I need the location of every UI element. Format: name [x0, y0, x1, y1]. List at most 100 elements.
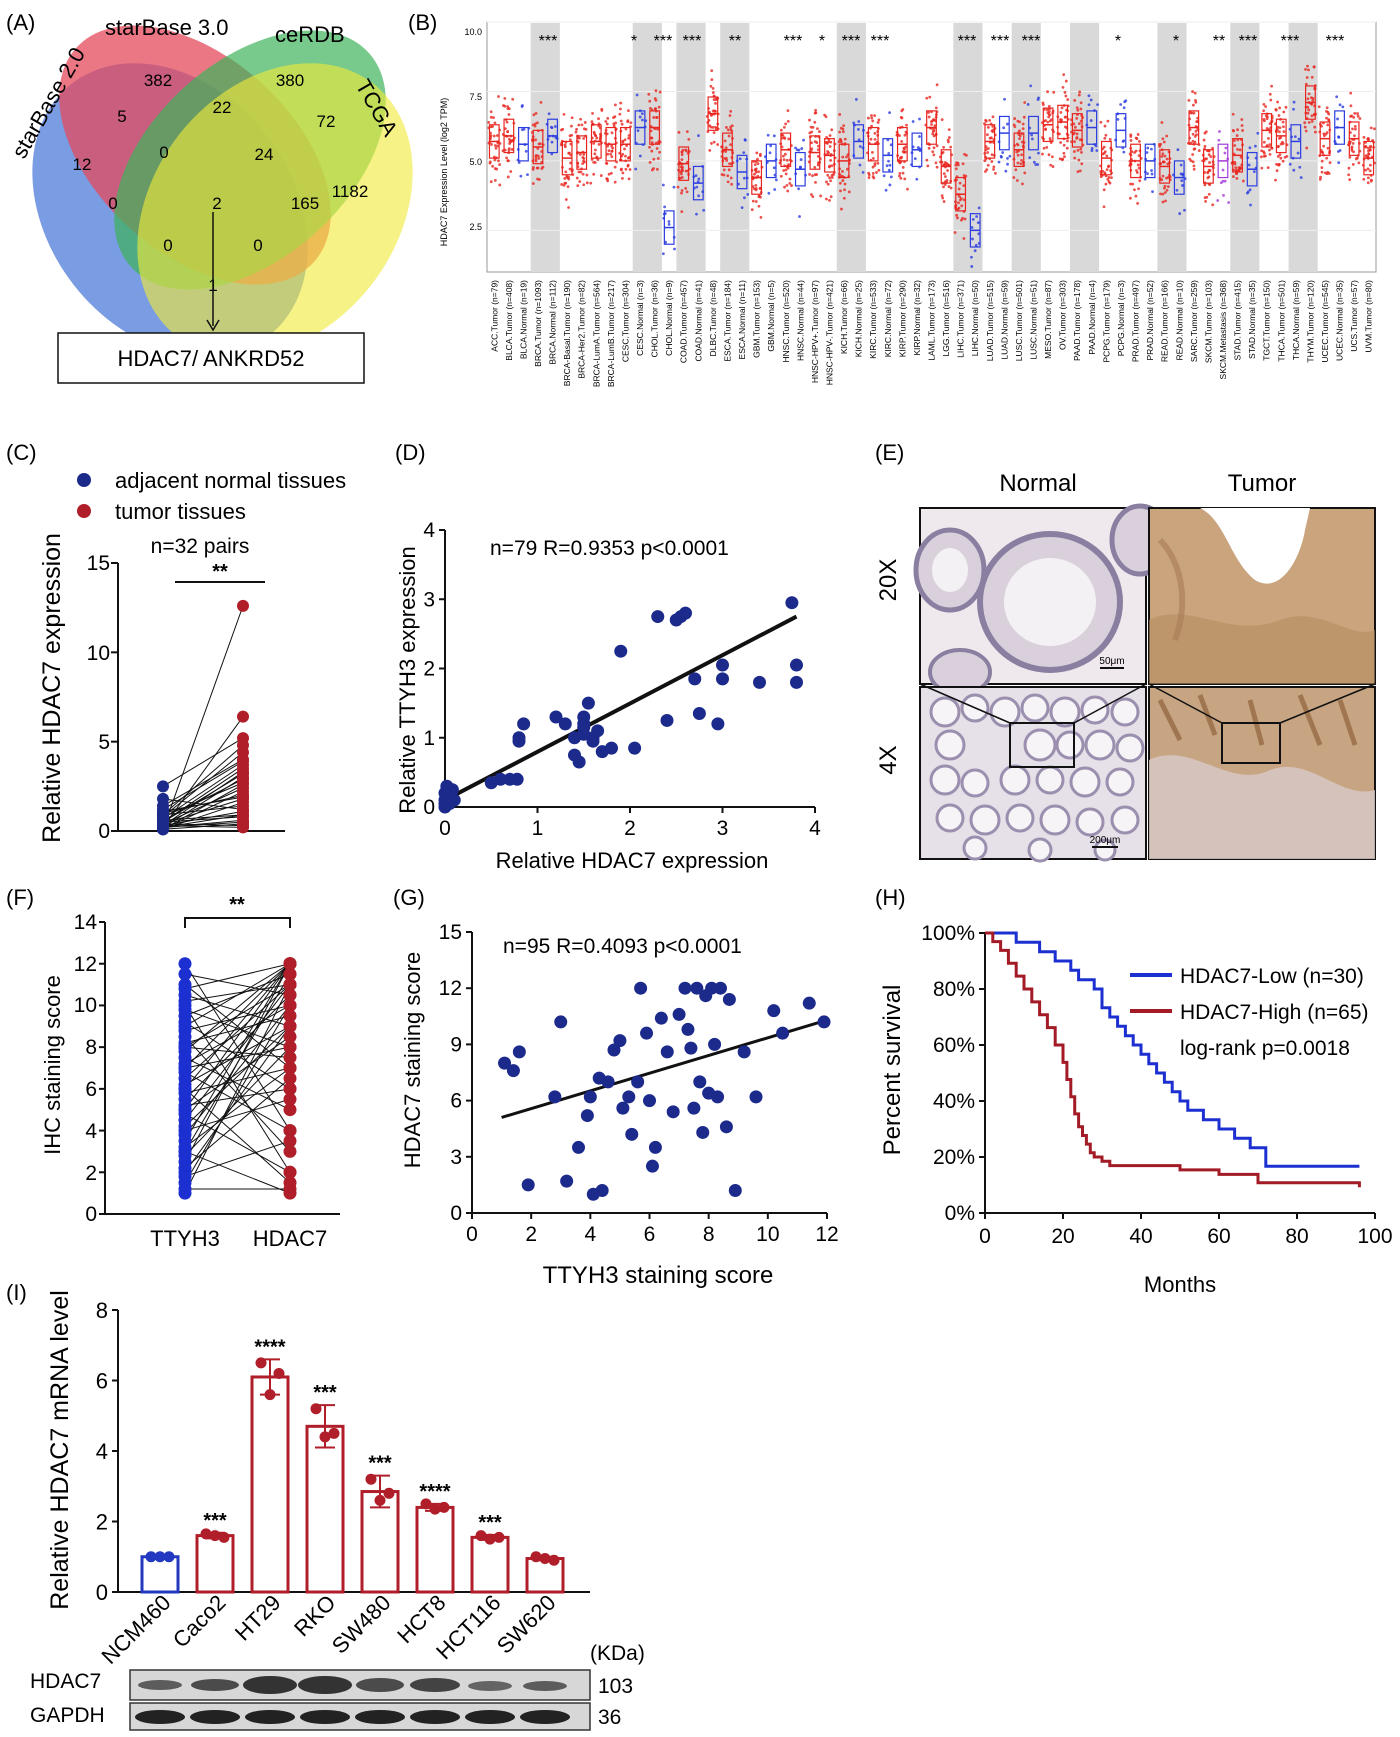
venn-result-text: HDAC7/ ANKRD52: [117, 346, 304, 371]
blot-label-hdac7: HDAC7: [30, 1670, 101, 1693]
b-point: [1351, 142, 1355, 145]
b-point: [722, 168, 726, 172]
b-point: [534, 111, 538, 115]
b-point: [1191, 153, 1195, 156]
f-ytick: 10: [74, 994, 97, 1017]
b-point: [1194, 129, 1198, 133]
b-point: [797, 148, 801, 152]
g-point: [548, 1090, 562, 1104]
b-point: [623, 138, 627, 142]
b-point: [1006, 162, 1009, 166]
b-point: [1310, 75, 1314, 79]
b-point: [1063, 91, 1067, 94]
b-point: [583, 121, 587, 124]
b-point: [695, 212, 698, 216]
b-point: [1217, 138, 1221, 142]
b-point: [711, 91, 715, 94]
d-point: [605, 741, 618, 755]
b-point: [553, 125, 557, 128]
b-point: [888, 111, 891, 115]
b-point: [1050, 118, 1053, 122]
b-point: [1050, 155, 1054, 159]
b-point: [624, 167, 628, 171]
c-point-tumor: [237, 599, 249, 612]
b-point: [697, 177, 701, 181]
b-point: [956, 161, 960, 165]
g-point: [719, 1120, 733, 1134]
b-point: [1203, 144, 1207, 148]
b-point: [1179, 163, 1183, 167]
b-point: [839, 174, 843, 178]
b-point: [986, 126, 990, 129]
b-point: [841, 170, 844, 173]
b-point: [647, 92, 651, 96]
i-category-label: Caco2: [168, 1590, 231, 1653]
b-point: [829, 179, 832, 183]
b-point: [1157, 143, 1161, 146]
b-point: [984, 170, 987, 173]
b-point: [816, 155, 820, 158]
b-point: [594, 134, 598, 138]
b-point: [911, 120, 915, 123]
c-legend-tumor: tumor tissues: [115, 499, 246, 524]
i-category-label: NCM460: [96, 1590, 175, 1669]
b-point: [1192, 167, 1196, 171]
b-point: [1078, 138, 1082, 142]
b-point: [606, 152, 610, 156]
g-point: [678, 981, 692, 995]
b-point: [1222, 193, 1225, 197]
b-point: [712, 98, 716, 102]
f-pair-line: [184, 973, 291, 996]
b-point: [943, 175, 947, 178]
b-point: [810, 130, 814, 134]
venn-count: 0: [108, 194, 117, 213]
b-point: [1320, 170, 1324, 174]
b-point: [825, 180, 828, 184]
b-point: [1075, 117, 1079, 120]
b-point: [661, 183, 665, 187]
b-point: [1019, 162, 1023, 166]
h-ytick: 0%: [945, 1202, 975, 1225]
g-ylabel: HDAC7 staining score: [400, 952, 425, 1168]
b-point: [1353, 125, 1357, 128]
b-point: [1150, 172, 1154, 176]
b-point: [652, 157, 656, 161]
b-point: [1048, 137, 1052, 140]
b-point: [712, 131, 716, 134]
b-point: [1293, 135, 1297, 139]
b-point: [1304, 82, 1308, 86]
b-point: [600, 109, 604, 112]
b-point: [1012, 176, 1016, 179]
b-point: [582, 153, 586, 156]
f-point-hdac7: [283, 957, 297, 971]
c-point-normal: [157, 805, 169, 818]
g-point: [776, 1026, 790, 1040]
b-point: [876, 121, 880, 124]
b-point: [750, 208, 754, 212]
b-point: [743, 138, 747, 142]
b-point: [1134, 149, 1138, 153]
panel-b-ylabel: HDAC7 Expression Level (log2 TPM): [439, 98, 449, 246]
b-point: [1164, 199, 1167, 203]
b-point: [933, 124, 937, 128]
b-point: [711, 86, 715, 90]
b-point: [808, 118, 811, 122]
b-point: [1134, 194, 1138, 198]
b-point: [958, 195, 961, 199]
b-point: [773, 188, 777, 191]
b-shade-band: [1157, 23, 1187, 272]
b-point: [814, 108, 817, 112]
b-point: [971, 237, 974, 241]
b-point: [1193, 91, 1197, 95]
b-point: [847, 190, 851, 194]
b-point: [1176, 148, 1180, 152]
b-point: [986, 151, 990, 154]
f-point-ttyh3: [178, 957, 192, 971]
b-point: [934, 161, 938, 165]
b-point: [1369, 144, 1372, 148]
b-point: [724, 126, 728, 129]
b-sig-mark: ***: [1326, 33, 1345, 50]
b-point: [729, 109, 733, 113]
b-point: [532, 113, 536, 117]
panel-c: (C) adjacent normal tissues tumor tissue…: [6, 440, 346, 843]
